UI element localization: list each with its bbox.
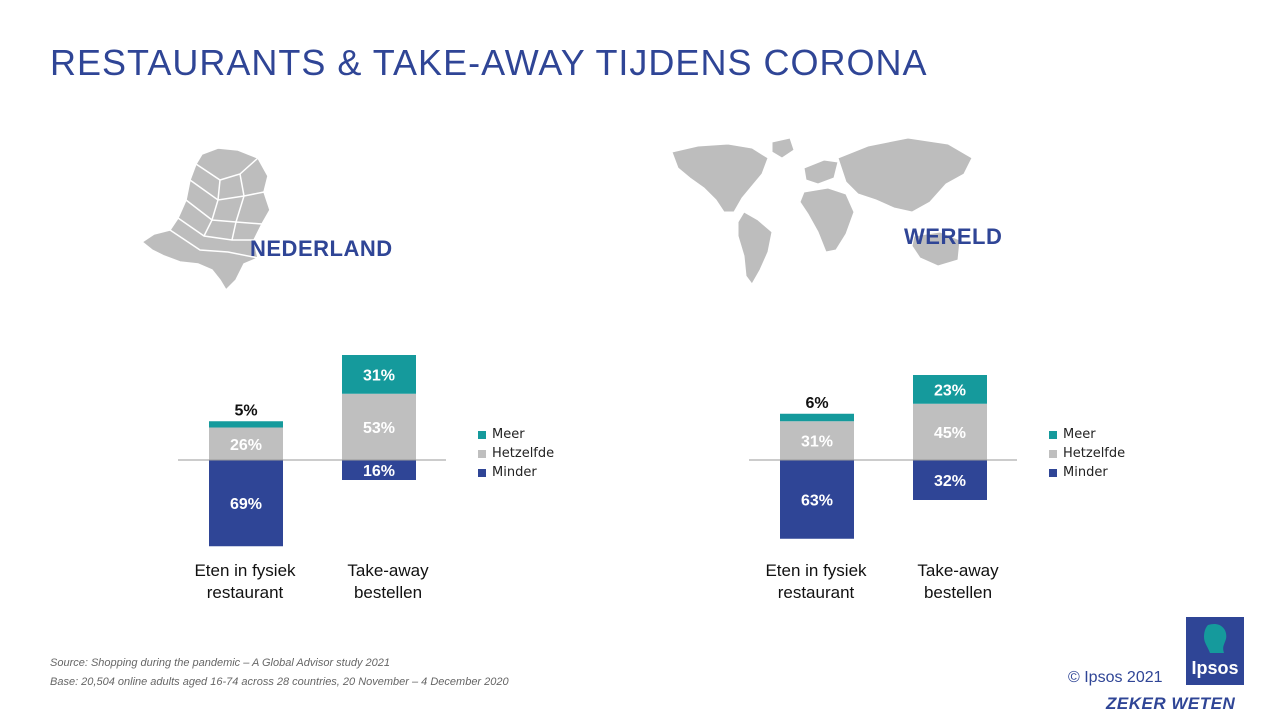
netherlands-map (140, 147, 271, 292)
bar-hetzelfde (913, 403, 987, 460)
category-label-eten-nl: Eten in fysiek restaurant (194, 561, 296, 602)
legend-swatch-hetzelfde (1049, 449, 1057, 458)
category-label-takeaway-nl: Take-away bestellen (347, 561, 429, 602)
tagline: ZEKER WETEN (1106, 694, 1236, 713)
legend-item-meer: Meer (1049, 425, 1125, 444)
bar-hetzelfde (780, 421, 854, 460)
chart-wereld: 63% 31% 6% 32% 45% 23% (749, 375, 1017, 539)
bar-minder (780, 460, 854, 539)
bar-meer (780, 413, 854, 422)
legend-wereld: Meer Hetzelfde Minder (1049, 425, 1125, 482)
legend-item-minder: Minder (1049, 463, 1125, 482)
base-note: Base: 20,504 online adults aged 16-74 ac… (50, 676, 509, 688)
bar-minder (913, 460, 987, 500)
legend-swatch-minder (478, 468, 486, 477)
bar-meer (209, 421, 283, 428)
data-label-hetzelfde: 26% (230, 437, 262, 454)
legend-item-hetzelfde: Hetzelfde (478, 444, 554, 463)
world-map (671, 137, 973, 285)
data-label-hetzelfde: 45% (934, 425, 966, 442)
data-label-hetzelfde: 31% (801, 434, 833, 451)
data-label-minder: 63% (801, 492, 833, 509)
data-label-hetzelfde: 53% (363, 420, 395, 437)
ipsos-logo: Ipsos (1186, 617, 1244, 685)
bar-minder (342, 460, 416, 480)
legend-item-meer: Meer (478, 425, 554, 444)
logo-head-icon (1204, 623, 1227, 653)
region-label-wereld: WERELD (904, 224, 1003, 249)
region-label-nederland: NEDERLAND (250, 236, 393, 261)
legend-item-minder: Minder (478, 463, 554, 482)
data-label-meer: 5% (234, 402, 257, 419)
data-label-meer: 31% (363, 367, 395, 384)
source-note: Source: Shopping during the pandemic – A… (50, 657, 390, 669)
chart-nederland: 69% 26% 5% 16% 53% 31% (178, 355, 446, 547)
data-label-minder: 32% (934, 473, 966, 490)
data-label-meer: 6% (805, 395, 828, 412)
bar-hetzelfde (342, 393, 416, 460)
data-label-minder: 16% (363, 463, 395, 480)
legend-nederland: Meer Hetzelfde Minder (478, 425, 554, 482)
legend-swatch-minder (1049, 468, 1057, 477)
logo-text: Ipsos (1191, 658, 1239, 678)
data-label-minder: 69% (230, 496, 262, 513)
category-label-takeaway-world: Take-away bestellen (917, 561, 999, 602)
page-title: RESTAURANTS & TAKE-AWAY TIJDENS CORONA (50, 42, 928, 83)
bar-minder (209, 460, 283, 547)
bar-hetzelfde (209, 427, 283, 460)
bar-meer (342, 355, 416, 394)
data-label-meer: 23% (934, 382, 966, 399)
category-label-eten-world: Eten in fysiek restaurant (765, 561, 867, 602)
legend-swatch-meer (1049, 430, 1057, 439)
copyright: © Ipsos 2021 (1068, 669, 1163, 686)
bar-meer (913, 375, 987, 404)
legend-item-hetzelfde: Hetzelfde (1049, 444, 1125, 463)
legend-swatch-hetzelfde (478, 449, 486, 458)
legend-swatch-meer (478, 430, 486, 439)
